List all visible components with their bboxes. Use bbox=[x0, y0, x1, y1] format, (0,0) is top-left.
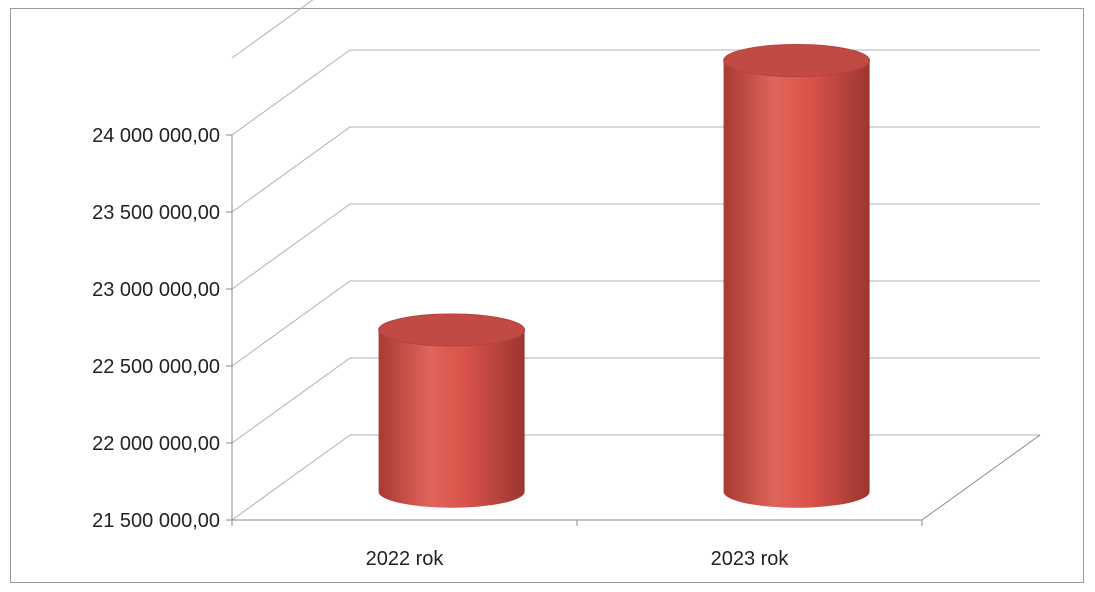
y-tick-labels: 21 500 000,00 22 000 000,00 22 500 000,00 2… bbox=[92, 125, 220, 532]
bar-cylinder bbox=[723, 44, 871, 508]
gridline-depth bbox=[231, 357, 351, 444]
gridline-depth bbox=[231, 203, 351, 290]
chart-frame bbox=[10, 8, 1084, 583]
bars bbox=[378, 44, 871, 508]
x-category-label: 2023 rok bbox=[711, 548, 790, 570]
gridline-depth bbox=[231, 126, 351, 213]
gridlines bbox=[231, 0, 1040, 521]
x-category-labels: 2022 rok 2023 rok bbox=[366, 548, 790, 570]
x-category-label: 2022 rok bbox=[366, 548, 445, 570]
y-tick-label: 21 500 000,00 bbox=[92, 510, 220, 532]
axes bbox=[226, 134, 1041, 526]
floor-right-edge bbox=[921, 434, 1041, 521]
y-tick-label: 22 000 000,00 bbox=[92, 433, 220, 455]
gridline-depth bbox=[231, 0, 314, 59]
bar-body bbox=[723, 60, 870, 508]
y-tick-label: 23 500 000,00 bbox=[92, 202, 220, 224]
y-tick-label: 23 000 000,00 bbox=[92, 279, 220, 301]
bar-top bbox=[378, 313, 526, 347]
gridline-depth bbox=[231, 434, 351, 521]
bar-top bbox=[723, 44, 871, 78]
bar-body bbox=[378, 330, 525, 508]
y-tick-label: 22 500 000,00 bbox=[92, 356, 220, 378]
gridline-depth bbox=[231, 280, 351, 367]
y-tick-label: 24 000 000,00 bbox=[92, 125, 220, 147]
gridline-depth bbox=[231, 49, 351, 136]
bar-cylinder bbox=[378, 313, 526, 508]
